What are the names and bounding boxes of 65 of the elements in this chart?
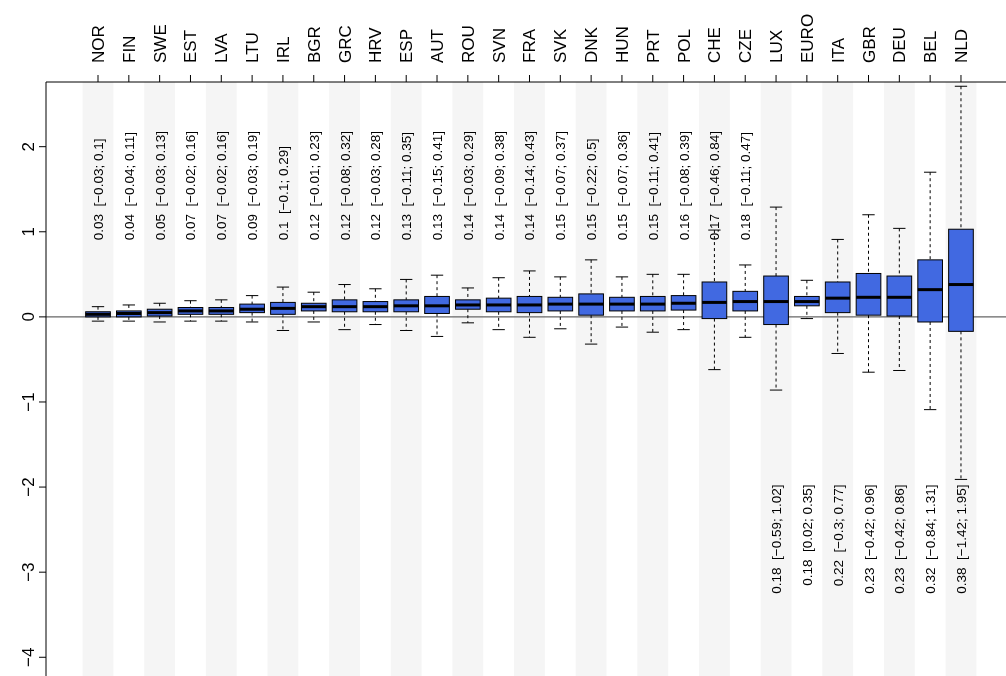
x-tick-label: POL [674,28,694,63]
x-tick-label: HRV [366,26,386,63]
annotation: 0.14 [−0.03; 0.29] [460,131,476,241]
x-tick-label: IRL [273,36,293,63]
annotation: 0.13 [−0.11; 0.35] [399,132,415,241]
y-tick-label: 1 [19,227,38,237]
annotation: 0.18 [−0.11; 0.47] [738,132,754,241]
annotation: 0.09 [−0.03; 0.19] [245,131,261,241]
annotation: 0.13 [−0.15; 0.41] [430,131,446,241]
y-tick-label: 0 [19,312,38,322]
y-tick-label: −1 [19,392,38,412]
annotation: 0.15 [−0.07; 0.37] [553,131,569,241]
annotation: 0.23 [−0.42; 0.86] [892,484,908,594]
annotation: 0.05 [−0.03; 0.13] [152,131,168,241]
x-tick-label: LVA [212,32,232,63]
x-tick-label: NOR [89,25,109,63]
y-tick-label: 2 [19,141,38,152]
x-tick-label: NLD [951,28,971,63]
annotation: 0.15 [−0.22; 0.5] [584,138,600,241]
x-tick-label: CZE [736,29,756,63]
y-tick-label: −3 [19,562,38,582]
x-tick-label: BGR [304,26,324,63]
annotation: 0.14 [−0.09; 0.38] [491,131,507,241]
annotation: 0.38 [−1.42; 1.95] [953,484,969,594]
annotation: 0.15 [−0.11; 0.41] [645,132,661,241]
x-tick-label: GRC [335,25,355,63]
x-tick-label: ITA [828,37,848,63]
annotation: 0.23 [−0.42; 0.96] [861,484,877,594]
x-tick-label: EST [181,29,201,63]
x-tick-label: HUN [612,26,632,63]
annotation: 0.17 [−0.46; 0.84] [707,131,723,241]
annotation: 0.22 [−0.3; 0.77] [830,484,846,587]
annotation: 0.15 [−0.07; 0.36] [614,131,630,241]
annotation: 0.12 [−0.01; 0.23] [306,131,322,241]
annotation: 0.07 [−0.02; 0.16] [214,131,230,241]
annotation: 0.03 [−0.03; 0.1] [91,138,107,241]
y-tick-label: −4 [19,647,38,667]
x-tick-label: EURO [797,13,817,63]
x-tick-label: SVK [551,28,571,63]
x-tick-label: LTU [243,32,263,63]
x-tick-label: DNK [582,26,602,63]
x-tick-label: FIN [119,35,139,63]
annotation: 0.04 [−0.04; 0.11] [121,132,137,241]
x-tick-label: SWE [150,24,170,63]
x-tick-label: PRT [643,29,663,63]
annotation: 0.14 [−0.14; 0.43] [522,131,538,241]
annotation: 0.18 [−0.59; 1.02] [769,484,785,594]
x-tick-label: LUX [767,29,787,63]
x-tick-label: FRA [520,28,540,63]
x-tick-label: BEL [921,30,941,63]
x-tick-label: SVN [489,28,509,63]
annotation: 0.18 [0.02; 0.35] [799,484,815,586]
annotation: 0.16 [−0.08; 0.39] [676,131,692,241]
x-tick-label: AUT [428,29,448,63]
x-tick-label: ESP [397,28,417,63]
y-tick-label: −2 [19,477,38,497]
x-tick-label: ROU [458,25,478,63]
x-tick-label: DEU [890,27,910,63]
x-tick-label: GBR [859,26,879,63]
annotation: 0.12 [−0.03; 0.28] [368,131,384,241]
annotation: 0.12 [−0.08; 0.32] [337,131,353,241]
annotation: 0.1 [−0.1; 0.29] [275,146,291,241]
annotation: 0.32 [−0.84; 1.31] [923,484,939,594]
x-tick-label: CHE [705,27,725,63]
annotation: 0.07 [−0.02; 0.16] [183,131,199,241]
